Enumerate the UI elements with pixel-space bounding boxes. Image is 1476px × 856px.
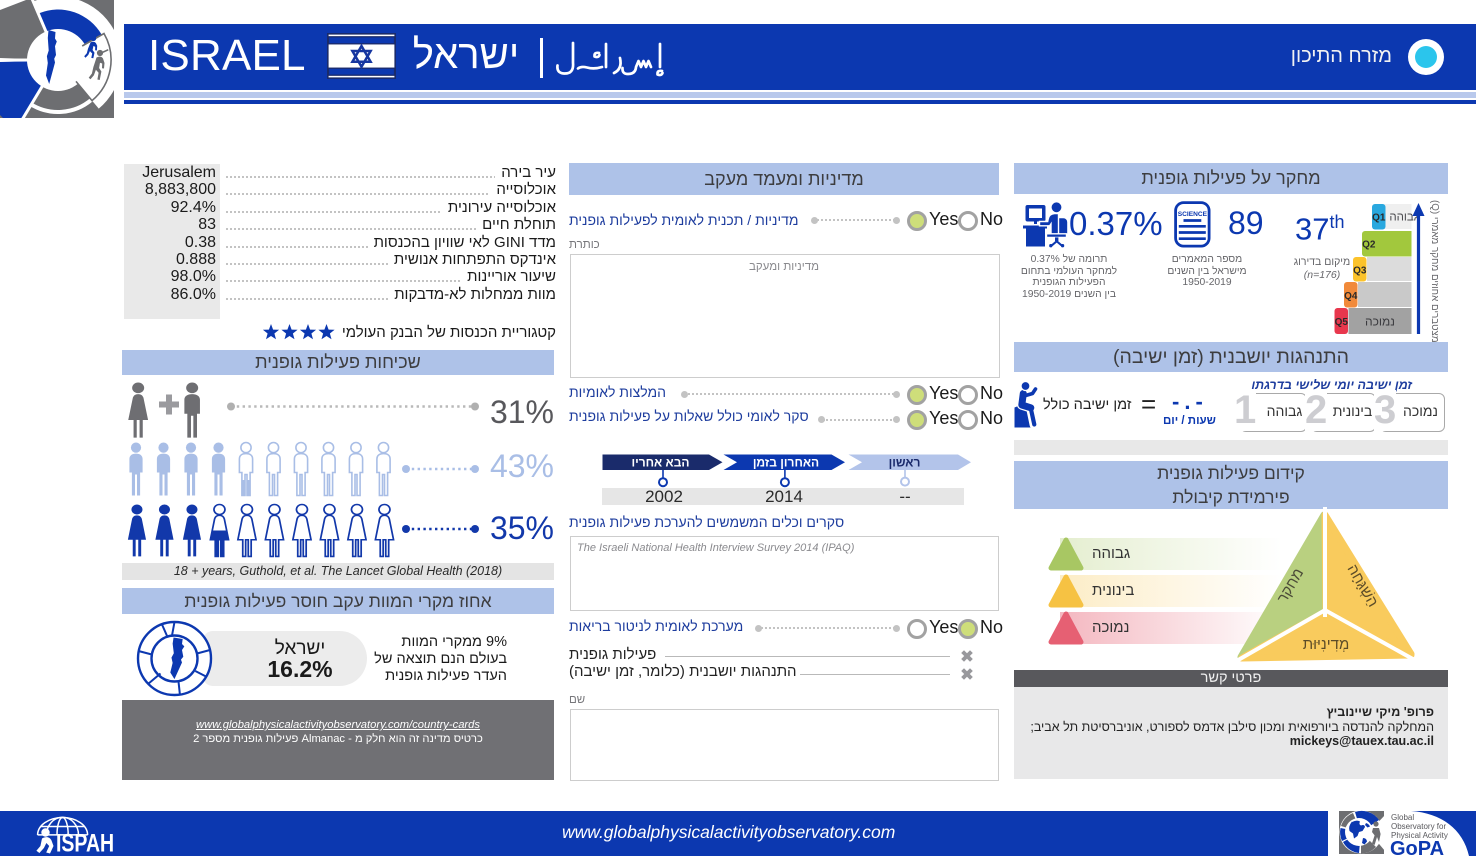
svg-text:Global: Global xyxy=(1391,813,1414,822)
svg-text:האחרון בזמן: האחרון בזמן xyxy=(753,456,819,470)
svg-text:Q2: Q2 xyxy=(1362,240,1376,251)
svg-text:Q5: Q5 xyxy=(1335,317,1349,328)
svg-text:SCIENCE: SCIENCE xyxy=(1178,211,1208,218)
svg-text:מְדִינִיּוּת: מְדִינִיּוּת xyxy=(1303,636,1350,653)
svg-text:ראשון: ראשון xyxy=(889,456,921,470)
svg-text:Q1: Q1 xyxy=(1372,213,1386,224)
svg-text:GoPA: GoPA xyxy=(1390,838,1444,856)
svg-text:Q3: Q3 xyxy=(1353,266,1367,277)
svg-text:Q4: Q4 xyxy=(1344,291,1358,302)
svg-text:גבוהה: גבוהה xyxy=(1389,212,1418,224)
svg-text:Observatory for: Observatory for xyxy=(1391,822,1446,831)
svg-text:הבא אחריו: הבא אחריו xyxy=(631,456,689,470)
svg-text:Physical Activity: Physical Activity xyxy=(1391,831,1448,840)
svg-text:ISPAH: ISPAH xyxy=(56,829,114,856)
svg-text:נמוכה: נמוכה xyxy=(1365,315,1395,329)
